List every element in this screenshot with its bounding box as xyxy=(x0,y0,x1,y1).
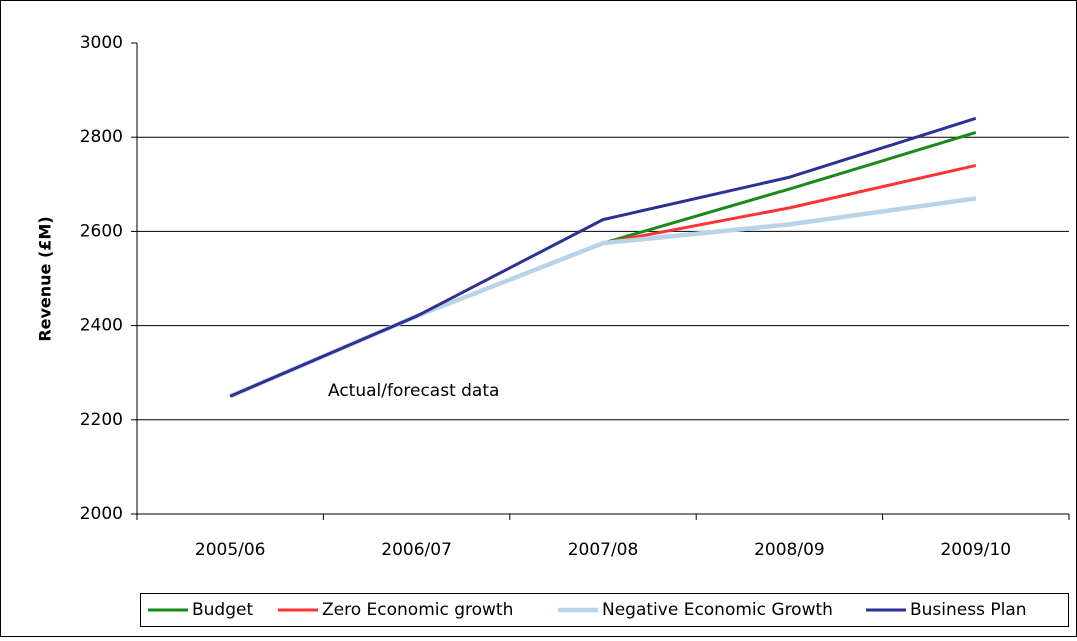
legend-label: Budget xyxy=(192,600,253,620)
y-tick-label: 2600 xyxy=(80,221,123,241)
y-tick-label: 3000 xyxy=(80,33,123,53)
y-tick-label: 2000 xyxy=(80,504,123,524)
y-tick-label: 2800 xyxy=(80,127,123,147)
x-tick-label: 2007/08 xyxy=(568,540,639,560)
y-axis-label: Revenue (£M) xyxy=(36,216,55,341)
y-tick-label: 2400 xyxy=(80,316,123,336)
x-tick-label: 2005/06 xyxy=(195,540,266,560)
legend-label: Negative Economic Growth xyxy=(602,600,833,620)
x-tick-label: 2009/10 xyxy=(940,540,1011,560)
legend-label: Business Plan xyxy=(910,600,1027,620)
legend-label: Zero Economic growth xyxy=(322,600,513,620)
series-line xyxy=(229,116,977,398)
y-tick-label: 2200 xyxy=(80,410,123,430)
x-tick-label: 2006/07 xyxy=(381,540,452,560)
annotation: Actual/forecast data xyxy=(328,381,499,401)
x-tick-label: 2008/09 xyxy=(754,540,825,560)
